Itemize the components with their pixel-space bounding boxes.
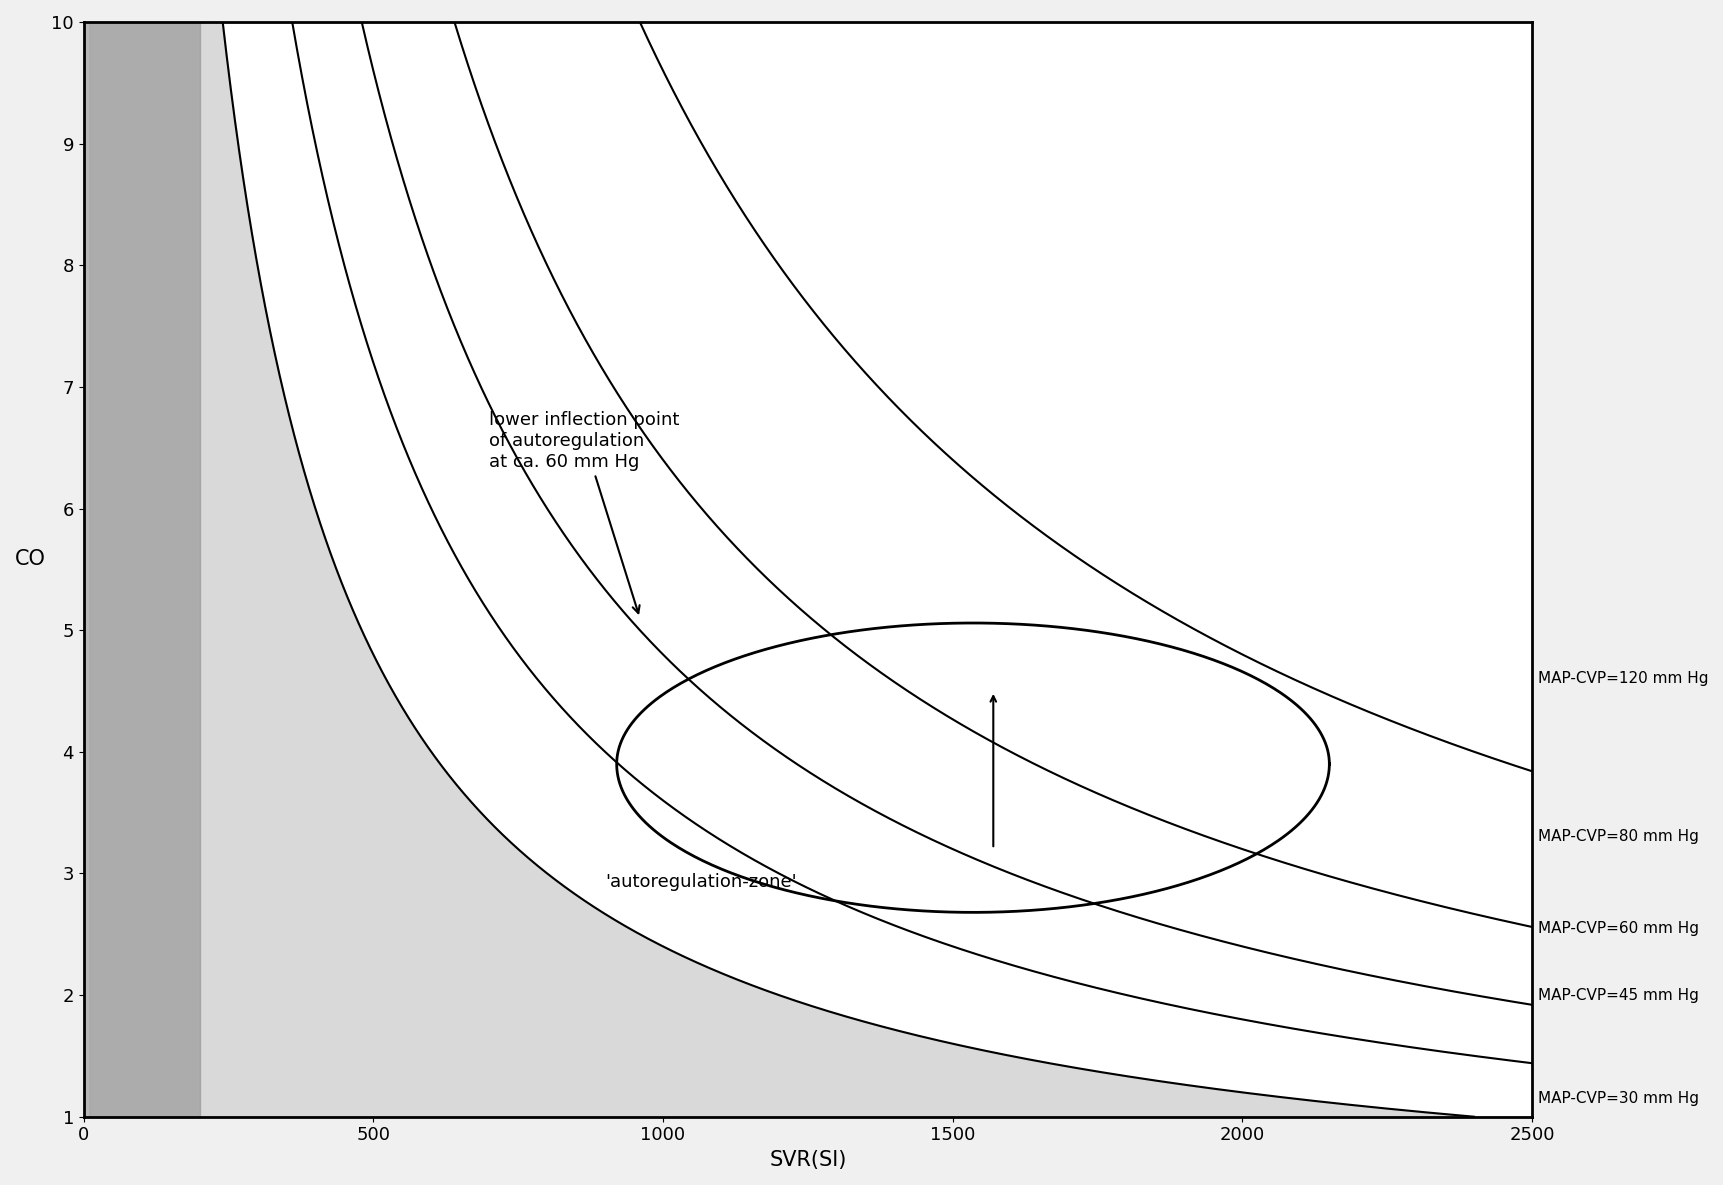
Text: lower inflection point
of autoregulation
at ca. 60 mm Hg: lower inflection point of autoregulation…	[489, 411, 679, 613]
Y-axis label: CO: CO	[16, 550, 47, 569]
X-axis label: SVR(SI): SVR(SI)	[768, 1149, 846, 1170]
Text: 'autoregulation-zone': 'autoregulation-zone'	[605, 873, 796, 891]
Text: MAP-CVP=120 mm Hg: MAP-CVP=120 mm Hg	[1539, 672, 1709, 686]
Text: MAP-CVP=60 mm Hg: MAP-CVP=60 mm Hg	[1539, 921, 1699, 936]
Text: MAP-CVP=45 mm Hg: MAP-CVP=45 mm Hg	[1539, 987, 1699, 1003]
Text: MAP-CVP=80 mm Hg: MAP-CVP=80 mm Hg	[1539, 830, 1699, 845]
Text: MAP-CVP=30 mm Hg: MAP-CVP=30 mm Hg	[1539, 1091, 1699, 1106]
